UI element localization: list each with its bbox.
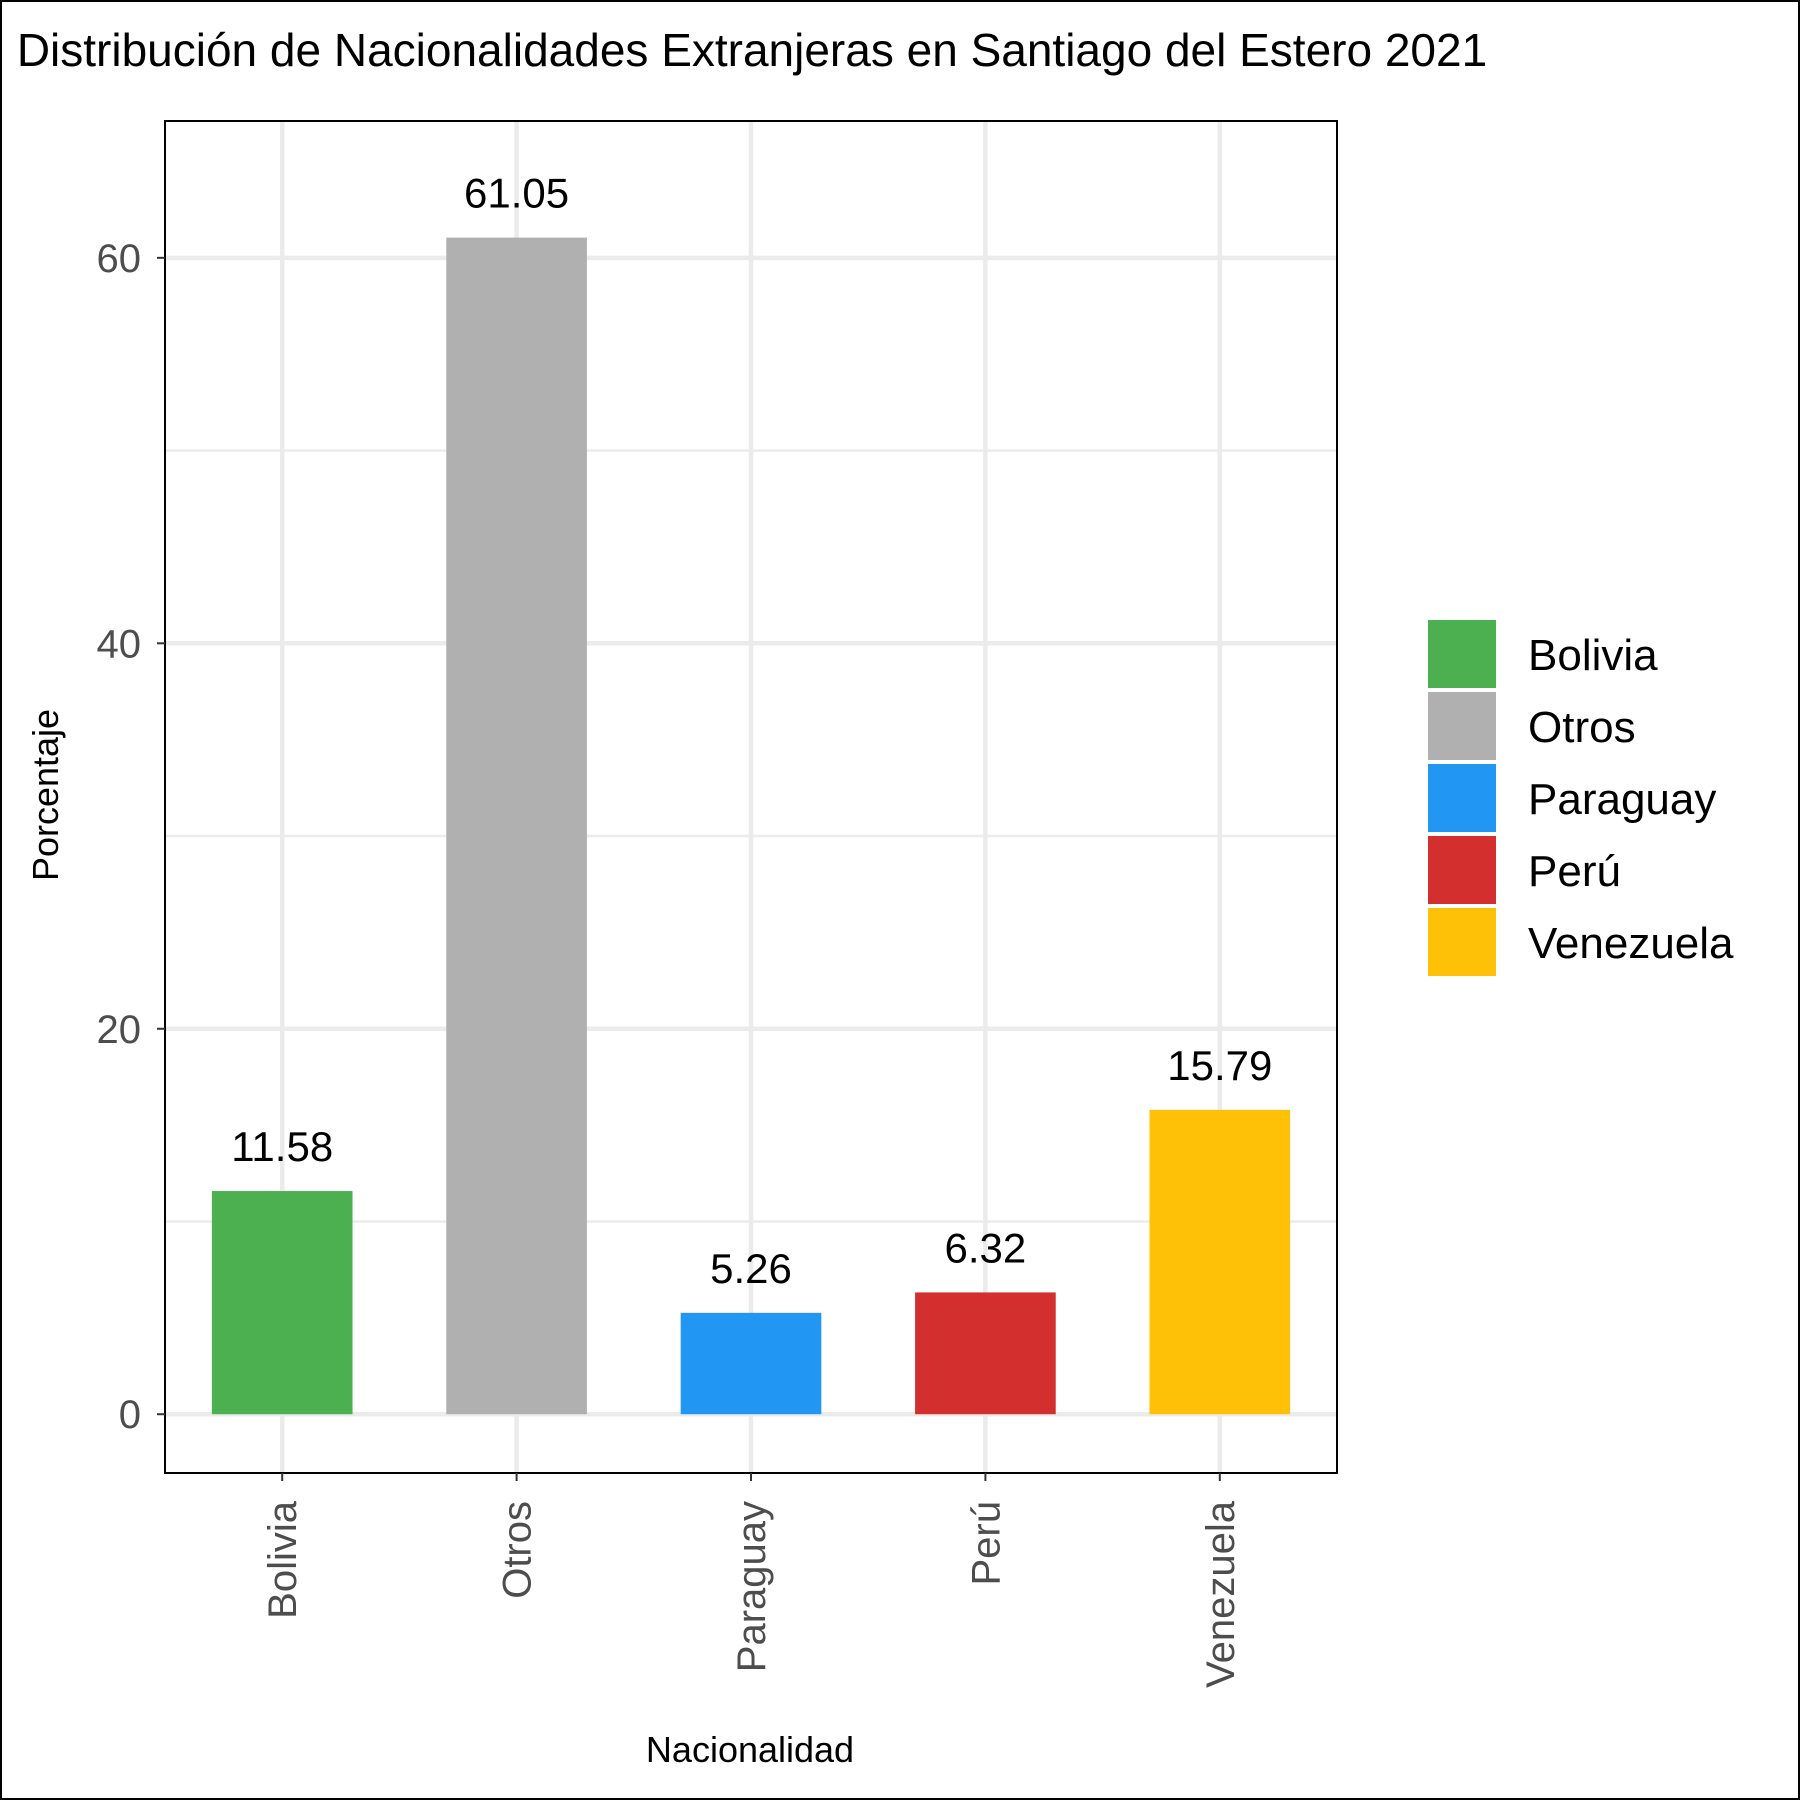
- x-tick-label: Venezuela: [1199, 1500, 1243, 1688]
- bar-perú: [915, 1292, 1056, 1415]
- y-tick-label: 20: [97, 1008, 142, 1052]
- y-axis-title: Porcentaje: [25, 709, 66, 881]
- legend-label: Venezuela: [1528, 919, 1734, 968]
- data-label: 5.26: [710, 1245, 792, 1292]
- y-tick-label: 40: [97, 622, 142, 666]
- legend-swatch: [1428, 836, 1496, 904]
- legend-label: Perú: [1528, 847, 1621, 896]
- bar-venezuela: [1149, 1109, 1291, 1415]
- y-tick-label: 60: [97, 237, 142, 281]
- legend-swatch: [1428, 908, 1496, 976]
- x-axis-title: Nacionalidad: [646, 1729, 854, 1770]
- x-tick-label: Otros: [496, 1501, 540, 1599]
- legend: Bolivia Otros Paraguay Perú Venezuela: [1428, 620, 1734, 976]
- chart-title: Distribución de Nacionalidades Extranjer…: [17, 24, 1487, 76]
- bar-otros: [446, 237, 587, 1415]
- legend-label: Otros: [1528, 703, 1636, 752]
- legend-swatch: [1428, 692, 1496, 760]
- x-tick-label: Paraguay: [730, 1501, 774, 1672]
- data-label: 15.79: [1167, 1042, 1272, 1089]
- legend-label: Bolivia: [1528, 631, 1658, 680]
- bar-paraguay: [680, 1312, 822, 1415]
- legend-label: Paraguay: [1528, 775, 1716, 824]
- bar-bolivia: [211, 1191, 353, 1415]
- data-label: 61.05: [464, 170, 569, 217]
- data-label: 11.58: [231, 1123, 333, 1170]
- legend-swatch: [1428, 620, 1496, 688]
- legend-swatch: [1428, 764, 1496, 832]
- data-label: 6.32: [945, 1224, 1027, 1271]
- plot-area: 11.58 61.05 5.26 6.32 15.79 0 20 40 60 Bolivia Otr…: [97, 120, 1338, 1688]
- x-tick-label: Bolivia: [261, 1500, 305, 1619]
- y-tick-label: 0: [119, 1393, 141, 1437]
- x-tick-label: Perú: [964, 1501, 1008, 1586]
